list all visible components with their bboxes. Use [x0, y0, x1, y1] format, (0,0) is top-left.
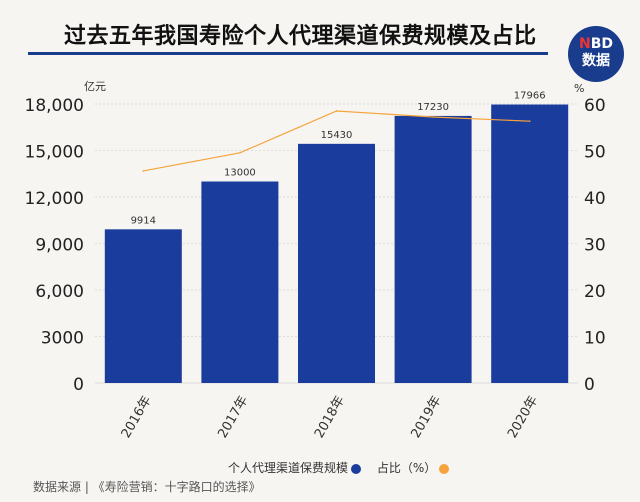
bar-label: 17966 — [514, 91, 546, 102]
y-right-tick: 10 — [584, 329, 606, 349]
legend-line-label: 占比（%） — [376, 461, 437, 475]
legend: 个人代理渠道保费规模 占比（%） — [228, 459, 461, 476]
legend-line-swatch — [439, 463, 450, 474]
y-left-tick: 0 — [73, 375, 84, 395]
nbd-logo: NBD 数据 — [568, 26, 624, 82]
bar — [104, 229, 182, 383]
ratio-point — [528, 120, 531, 123]
ratio-point — [335, 110, 338, 112]
ratio-point — [142, 170, 145, 172]
legend-bar-label: 个人代理渠道保费规模 — [228, 461, 349, 475]
y-right-tick: 0 — [584, 375, 595, 395]
bar-label: 13000 — [224, 168, 256, 179]
y-left-tick: 18,000 — [25, 96, 84, 116]
x-tick: 2020年 — [505, 394, 541, 441]
bar — [394, 115, 472, 383]
y-left-tick: 9,000 — [35, 236, 84, 256]
y-right-tick: 50 — [584, 143, 606, 163]
y-left-tick: 12,000 — [25, 189, 84, 209]
ratio-point — [432, 116, 434, 118]
ratio-point — [239, 152, 241, 154]
title-divider — [28, 52, 548, 55]
y-right-tick: 40 — [584, 189, 606, 209]
bar-label: 17230 — [417, 102, 449, 113]
bar — [298, 143, 375, 383]
source-note: 数据来源 | 《寿险营销：十字路口的选择》 — [33, 480, 261, 494]
bar-label: 15430 — [321, 130, 353, 141]
y-left-tick: 3000 — [41, 329, 84, 349]
y-left-tick: 15,000 — [25, 143, 84, 163]
y-right-tick: 60 — [584, 96, 606, 116]
x-tick: 2017年 — [215, 394, 251, 441]
x-tick: 2018年 — [312, 394, 348, 441]
legend-bar-swatch — [351, 463, 362, 474]
x-tick: 2019年 — [409, 394, 445, 441]
y-right-unit: % — [574, 82, 584, 95]
y-right-tick: 20 — [584, 282, 606, 302]
y-left-unit: 亿元 — [84, 80, 106, 93]
bar-label: 9914 — [131, 215, 156, 226]
chart-title: 过去五年我国寿险个人代理渠道保费规模及占比 — [64, 24, 537, 49]
bar — [201, 181, 279, 383]
y-left-tick: 6,000 — [35, 282, 84, 302]
bar — [491, 104, 569, 383]
x-tick: 2016年 — [119, 394, 155, 441]
y-right-tick: 30 — [584, 236, 606, 256]
